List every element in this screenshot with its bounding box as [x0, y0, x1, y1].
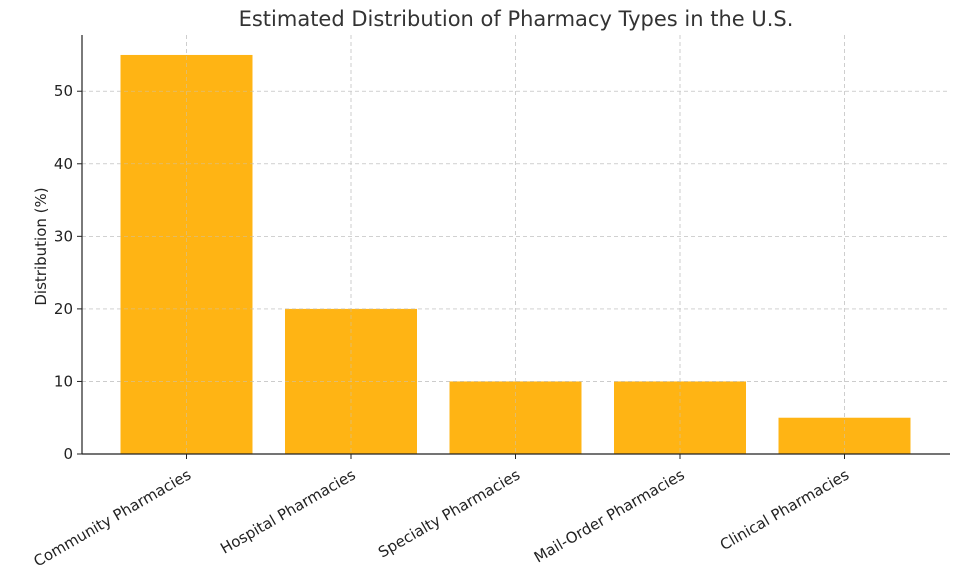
x-tick-label: Mail-Order Pharmacies [531, 465, 688, 566]
y-tick-label: 30 [54, 227, 73, 245]
bars [82, 35, 950, 455]
chart-title: Estimated Distribution of Pharmacy Types… [239, 7, 794, 31]
y-tick-label: 20 [54, 300, 73, 318]
y-tick-label: 10 [54, 372, 73, 390]
x-tick-label: Hospital Pharmacies [217, 465, 359, 557]
y-tick-label: 0 [63, 445, 73, 463]
y-tick-label: 40 [54, 155, 73, 173]
y-tick-label: 50 [54, 82, 73, 100]
x-tick-label: Community Pharmacies [31, 465, 195, 570]
y-ticks: 0 10 20 30 40 50 [54, 82, 82, 463]
x-tick-label: Clinical Pharmacies [717, 465, 852, 554]
y-axis-label: Distribution (%) [32, 187, 50, 305]
x-tick-label: Specialty Pharmacies [375, 465, 523, 561]
x-ticks: Community Pharmacies Hospital Pharmacies S… [31, 454, 852, 570]
